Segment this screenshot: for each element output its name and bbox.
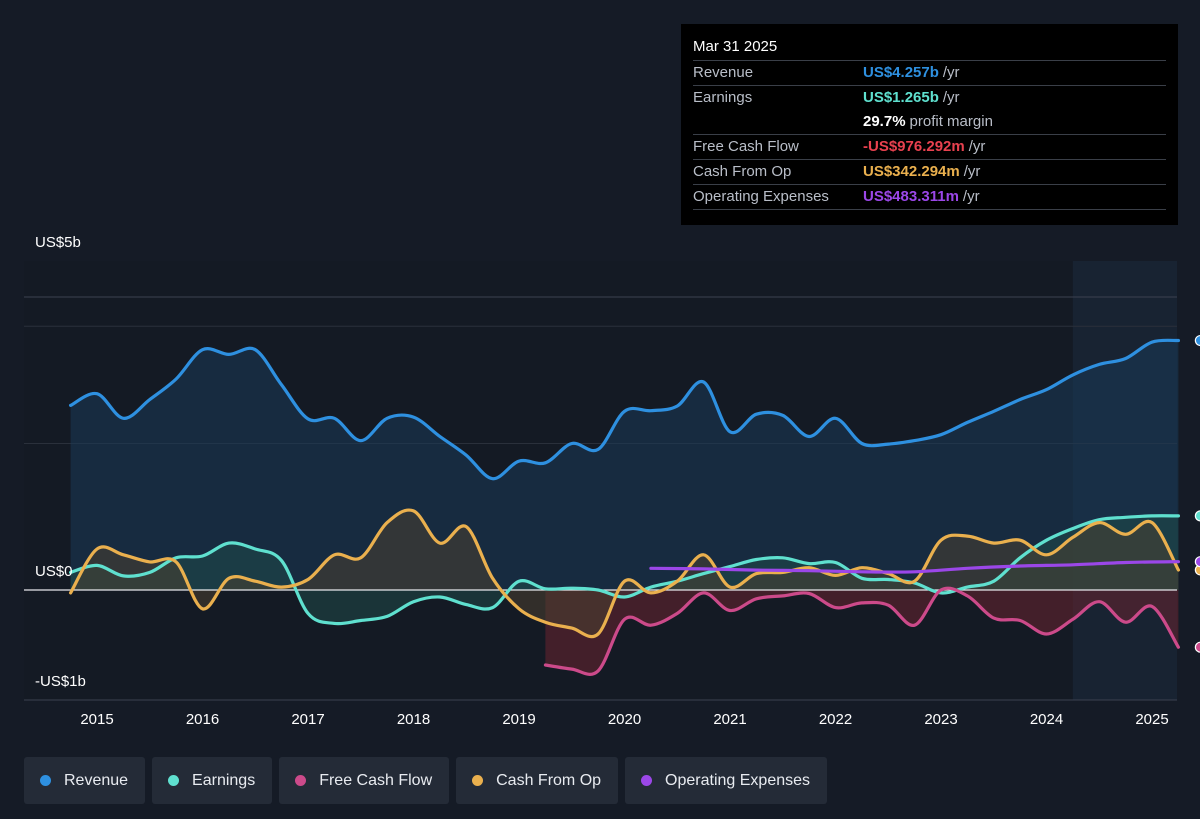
tooltip-suffix: profit margin	[909, 113, 993, 130]
x-tick-label: 2018	[397, 711, 430, 728]
tooltip-suffix: /yr	[942, 89, 960, 106]
tooltip-label: Free Cash Flow	[693, 138, 799, 155]
series-area-revenue	[70, 340, 1179, 590]
legend-item-operating-expenses[interactable]: Operating Expenses	[625, 757, 828, 804]
tooltip-value: US$483.311m	[863, 188, 959, 205]
series-line-revenue	[69, 338, 1180, 481]
series-area-free-cash-flow	[545, 588, 1179, 675]
x-tick-label: 2019	[502, 711, 535, 728]
tooltip-value: US$4.257b	[863, 64, 939, 81]
tooltip-row-opex: Operating Expenses US$483.311m /yr	[693, 184, 1166, 210]
tooltip-row-cfo: Cash From Op US$342.294m /yr	[693, 159, 1166, 184]
tooltip-label: Cash From Op	[693, 163, 792, 180]
tooltip-row-earnings: Earnings US$1.265b /yr	[693, 85, 1166, 110]
y-label-bottom: -US$1b	[35, 673, 86, 690]
tooltip-value: US$342.294m	[863, 163, 960, 180]
legend-dot-icon	[40, 775, 51, 786]
legend-label: Cash From Op	[496, 771, 602, 789]
x-tick-label: 2016	[186, 711, 219, 728]
series-line-earnings	[69, 514, 1180, 626]
tooltip-value: 29.7%	[863, 113, 906, 130]
x-tick-label: 2020	[608, 711, 641, 728]
x-tick-label: 2025	[1135, 711, 1168, 728]
tooltip-value: US$1.265b	[863, 89, 939, 106]
x-tick-label: 2017	[291, 711, 324, 728]
series-endpoint-cash-from-op	[1194, 564, 1200, 576]
legend-label: Earnings	[192, 771, 256, 789]
legend-item-free-cash-flow[interactable]: Free Cash Flow	[279, 757, 450, 804]
tooltip-suffix: /yr	[962, 188, 980, 205]
series-line-cash-from-op	[69, 508, 1180, 639]
legend-dot-icon	[472, 775, 484, 786]
tooltip-row-revenue: Revenue US$4.257b /yr	[693, 60, 1166, 85]
series-area-cash-from-op	[70, 510, 1179, 637]
tooltip-label: Earnings	[693, 89, 753, 106]
legend-label: Operating Expenses	[665, 771, 811, 789]
x-tick-label: 2015	[80, 711, 113, 728]
legend-dot-icon	[168, 775, 180, 786]
series-endpoint-revenue	[1194, 334, 1200, 347]
tooltip-suffix: /yr	[968, 138, 986, 155]
y-label-zero: US$0	[35, 563, 73, 580]
legend-label: Free Cash Flow	[319, 771, 433, 789]
legend-dot-icon	[641, 775, 653, 786]
tooltip-label: Revenue	[693, 64, 754, 81]
y-label-top: US$5b	[35, 234, 81, 251]
x-tick-label: 2021	[713, 711, 746, 728]
series-endpoint-operating-expenses	[1194, 556, 1200, 568]
tooltip-suffix: /yr	[942, 64, 960, 81]
series-line-operating-expenses	[649, 560, 1180, 574]
tooltip-label: Operating Expenses	[693, 188, 829, 205]
series-line-free-cash-flow	[543, 586, 1180, 676]
tooltip-value: -US$976.292m	[863, 138, 965, 155]
legend-dot-icon	[295, 775, 307, 786]
legend-item-earnings[interactable]: Earnings	[152, 757, 273, 804]
tooltip-panel: Mar 31 2025 Revenue US$4.257b /yr Earnin…	[681, 24, 1178, 225]
tooltip-suffix: /yr	[963, 163, 981, 180]
x-tick-label: 2024	[1030, 711, 1063, 728]
tooltip-row-margin: 29.7% profit margin	[693, 110, 1166, 134]
tooltip-row-fcf: Free Cash Flow -US$976.292m /yr	[693, 134, 1166, 159]
tooltip-date: Mar 31 2025	[693, 38, 778, 55]
series-endpoint-free-cash-flow	[1194, 641, 1200, 653]
tooltip-label	[693, 110, 863, 134]
x-tick-label: 2023	[924, 711, 957, 728]
series-area-earnings	[70, 515, 1179, 624]
series-endpoint-earnings	[1194, 510, 1200, 522]
legend-item-revenue[interactable]: Revenue	[24, 757, 146, 804]
legend: Revenue Earnings Free Cash Flow Cash Fro…	[24, 757, 828, 804]
legend-item-cash-from-op[interactable]: Cash From Op	[456, 757, 619, 804]
x-tick-label: 2022	[819, 711, 852, 728]
legend-label: Revenue	[64, 771, 129, 789]
